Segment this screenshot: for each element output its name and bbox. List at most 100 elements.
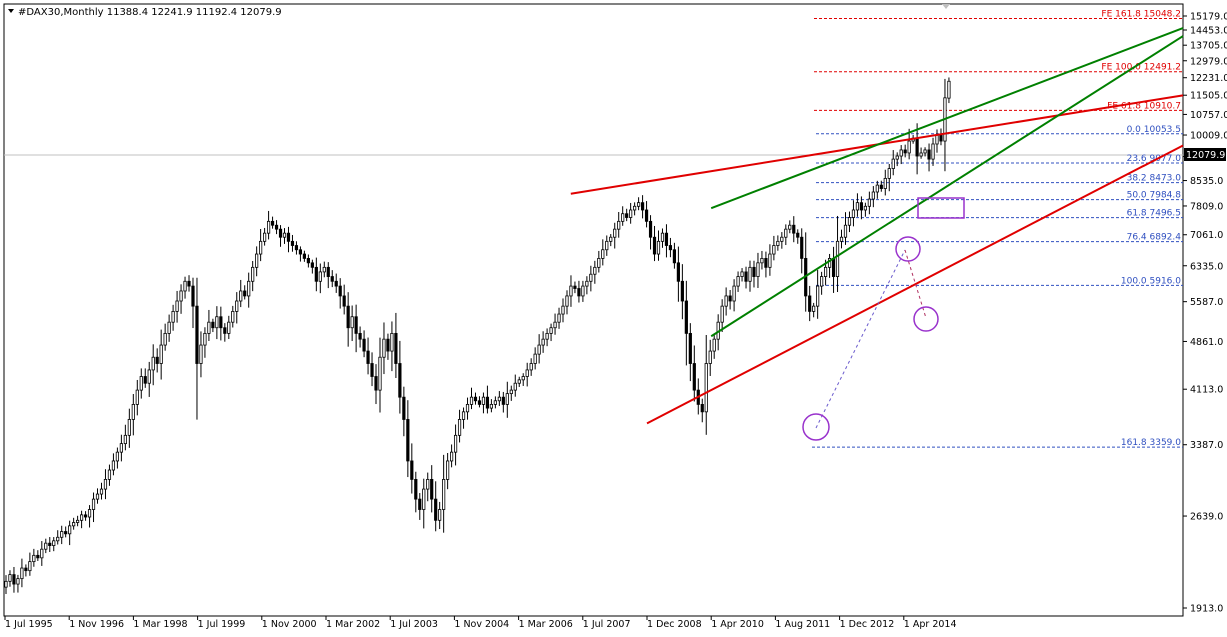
candle bbox=[99, 482, 104, 500]
candle bbox=[732, 279, 736, 312]
dropdown-triangle-icon[interactable] bbox=[8, 9, 14, 13]
candle bbox=[418, 493, 422, 520]
candle bbox=[625, 208, 629, 222]
candle bbox=[274, 220, 279, 235]
candle bbox=[593, 260, 597, 284]
candle bbox=[442, 454, 446, 533]
candle bbox=[939, 128, 943, 146]
price-tick-label: 4113.0 bbox=[1190, 385, 1223, 396]
candle bbox=[664, 224, 669, 258]
candle bbox=[48, 537, 52, 553]
candle bbox=[907, 128, 911, 160]
candle bbox=[457, 409, 462, 443]
candle bbox=[772, 235, 776, 261]
candle bbox=[481, 392, 486, 414]
candle bbox=[708, 339, 712, 376]
candle bbox=[135, 379, 139, 416]
candle bbox=[613, 222, 617, 249]
price-tick-label: 10757.0 bbox=[1190, 110, 1227, 121]
candle bbox=[203, 327, 207, 358]
marker-circle-swing-high bbox=[895, 236, 921, 262]
candle bbox=[390, 321, 394, 372]
candle bbox=[704, 334, 708, 435]
candle bbox=[119, 434, 123, 462]
candle bbox=[883, 169, 887, 196]
candle bbox=[720, 299, 724, 333]
candle bbox=[816, 269, 820, 319]
candle bbox=[76, 515, 80, 527]
candle bbox=[744, 266, 748, 289]
price-tick-label: 12231.0 bbox=[1190, 73, 1227, 84]
candle bbox=[875, 180, 879, 199]
candle bbox=[183, 276, 187, 299]
candle bbox=[672, 242, 677, 269]
candle bbox=[835, 215, 840, 292]
candle bbox=[812, 302, 816, 318]
time-tick-label: 1 Nov 2004 bbox=[454, 619, 509, 630]
time-tick-label: 1 Apr 2010 bbox=[711, 619, 764, 630]
candle bbox=[450, 444, 454, 468]
candle bbox=[927, 143, 931, 172]
candle bbox=[263, 227, 267, 246]
candle bbox=[398, 340, 402, 414]
candle bbox=[796, 229, 800, 244]
candle bbox=[24, 564, 28, 577]
candle bbox=[505, 381, 509, 418]
candle bbox=[322, 261, 326, 278]
candle bbox=[239, 279, 243, 308]
candle bbox=[855, 193, 860, 217]
candle bbox=[211, 318, 215, 333]
candle bbox=[362, 330, 366, 358]
candle bbox=[493, 396, 497, 409]
candle bbox=[127, 408, 131, 448]
fibonacci-levels: 0.0 10053.5 23.6 9077.0 38.2 8473.0 50.0 79… bbox=[812, 9, 1183, 448]
candle bbox=[461, 407, 466, 429]
candle bbox=[219, 306, 223, 341]
trendlines bbox=[570, 27, 1184, 425]
candle bbox=[688, 323, 692, 382]
candle bbox=[278, 225, 283, 247]
trendline-green-lower bbox=[710, 35, 1184, 338]
candle bbox=[231, 305, 235, 328]
candle bbox=[668, 237, 673, 258]
candle bbox=[171, 304, 175, 331]
time-tick-label: 1 Apr 2014 bbox=[904, 619, 957, 630]
candle bbox=[306, 254, 310, 268]
candle bbox=[800, 228, 804, 274]
time-tick-label: 1 Mar 2002 bbox=[326, 619, 380, 630]
candle bbox=[525, 362, 529, 387]
candle bbox=[95, 488, 100, 504]
candle bbox=[847, 211, 852, 233]
candle bbox=[139, 368, 143, 399]
candle bbox=[346, 292, 350, 347]
fib-expansion-label: FE 100.0 12491.2 bbox=[1101, 63, 1181, 73]
candle bbox=[923, 147, 927, 157]
price-tick-label: 7061.0 bbox=[1190, 230, 1223, 241]
candle bbox=[648, 215, 653, 250]
candle bbox=[485, 385, 490, 414]
candle bbox=[617, 211, 621, 238]
candle bbox=[338, 278, 342, 309]
candle bbox=[545, 328, 549, 347]
price-tick-label: 12979.0 bbox=[1190, 56, 1227, 67]
fib-retracement-label: 0.0 10053.5 bbox=[1127, 125, 1181, 135]
fib-retracement-label: 50.0 7984.8 bbox=[1127, 191, 1182, 201]
candle bbox=[565, 290, 569, 315]
candle bbox=[569, 275, 573, 307]
trendline-red-lower bbox=[646, 144, 1184, 425]
candle bbox=[191, 277, 195, 329]
candle bbox=[784, 224, 788, 246]
fib-retracement-label: 38.2 8473.0 bbox=[1127, 174, 1182, 184]
candle bbox=[465, 397, 470, 420]
candle bbox=[521, 373, 525, 386]
time-tick-label: 1 Aug 2011 bbox=[775, 619, 830, 630]
candle bbox=[652, 225, 657, 262]
candle bbox=[430, 465, 434, 513]
candle bbox=[605, 235, 609, 256]
candle bbox=[660, 228, 665, 248]
candle bbox=[64, 526, 68, 538]
candle bbox=[843, 212, 848, 245]
chart-shift-marker-icon[interactable] bbox=[942, 4, 950, 9]
